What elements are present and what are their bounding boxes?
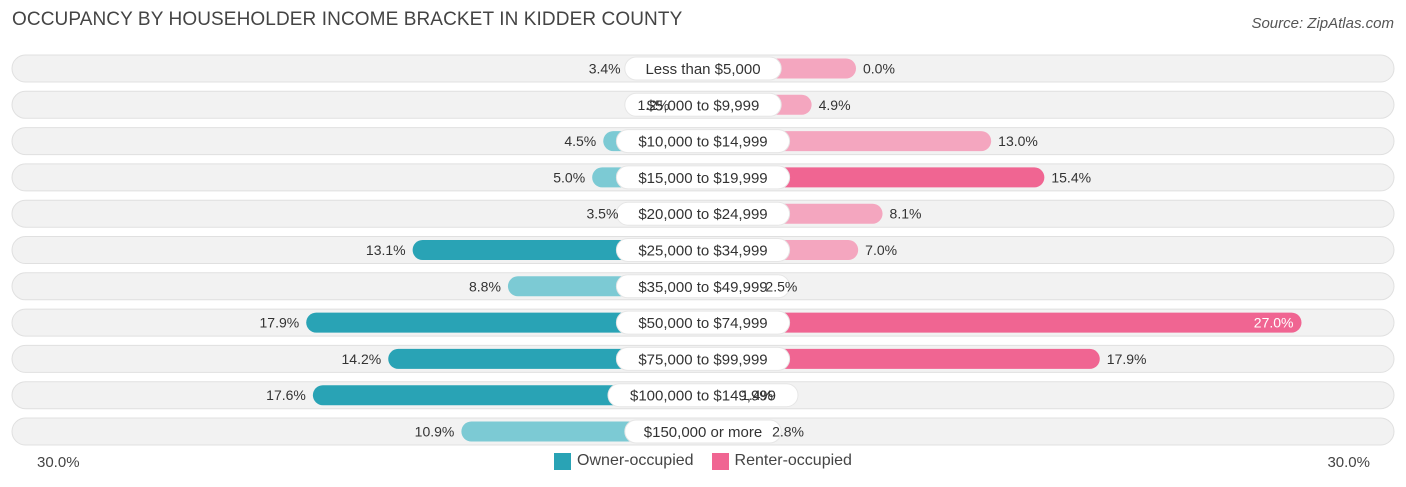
- renter-value-label: 4.9%: [819, 97, 851, 113]
- category-label: $15,000 to $19,999: [638, 170, 767, 187]
- renter-value-label: 17.9%: [1107, 351, 1147, 367]
- axis-max-label: 30.0%: [1327, 454, 1370, 471]
- owner-value-label: 1.2%: [637, 97, 669, 113]
- category-label: $5,000 to $9,999: [647, 97, 760, 114]
- renter-value-label: 7.0%: [865, 242, 897, 258]
- renter-bar: [693, 312, 1302, 333]
- owner-value-label: 14.2%: [342, 351, 382, 367]
- category-label: $50,000 to $74,999: [638, 315, 767, 332]
- chart-area: Less than $5,000 3.4% 0.0% $5,000 to $9,999…: [11, 54, 1395, 446]
- category-label-pill: [615, 165, 791, 190]
- category-label: $150,000 or more: [644, 424, 762, 441]
- category-label: $25,000 to $34,999: [638, 243, 767, 260]
- category-label-pill: [615, 238, 791, 262]
- renter-value-label: 0.0%: [863, 61, 895, 77]
- legend-swatch-renter: [711, 452, 729, 470]
- axis-min-label: 30.0%: [37, 454, 80, 471]
- category-label: $75,000 to $99,999: [638, 351, 767, 368]
- legend-item-owner[interactable]: Owner-occupied: [554, 452, 694, 470]
- owner-value-label: 3.4%: [589, 61, 621, 77]
- chart-title: OCCUPANCY BY HOUSEHOLDER INCOME BRACKET …: [12, 9, 683, 30]
- category-label-pill: [624, 419, 782, 444]
- category-label-pill: [615, 274, 791, 299]
- legend-swatch-owner: [554, 452, 572, 470]
- owner-bar: [306, 312, 713, 333]
- renter-value-label: 1.4%: [741, 387, 773, 403]
- category-label: $35,000 to $49,999: [638, 279, 767, 296]
- renter-bar: [693, 348, 1100, 369]
- legend-label-renter: Renter-occupied: [734, 452, 852, 469]
- legend-label-owner: Owner-occupied: [577, 452, 694, 469]
- owner-value-label: 10.9%: [415, 424, 455, 440]
- category-label: $20,000 to $24,999: [638, 206, 767, 223]
- category-label-pill: [607, 383, 799, 408]
- owner-value-label: 17.6%: [266, 387, 306, 403]
- renter-value-label: 2.8%: [772, 424, 804, 440]
- legend: Owner-occupied Renter-occupied: [0, 452, 1406, 470]
- owner-value-label: 8.8%: [469, 278, 501, 294]
- category-label: Less than $5,000: [645, 61, 760, 78]
- category-label-pill: [624, 92, 782, 117]
- renter-value-label: 8.1%: [890, 206, 922, 222]
- renter-value-label: 13.0%: [998, 133, 1038, 149]
- source-label: Source: ZipAtlas.com: [1251, 15, 1394, 32]
- category-label: $100,000 to $149,999: [630, 388, 776, 405]
- category-label-pill: [615, 310, 791, 335]
- owner-value-label: 13.1%: [366, 242, 406, 258]
- renter-value-label: 15.4%: [1051, 169, 1091, 185]
- owner-value-label: 4.5%: [564, 133, 596, 149]
- legend-item-renter[interactable]: Renter-occupied: [711, 452, 852, 470]
- category-label: $10,000 to $14,999: [638, 134, 767, 151]
- renter-value-label: 27.0%: [1254, 315, 1294, 331]
- owner-value-label: 5.0%: [553, 169, 585, 185]
- owner-value-label: 3.5%: [586, 206, 618, 222]
- renter-value-label: 2.5%: [765, 278, 797, 294]
- category-label-pill: [615, 201, 791, 226]
- category-label-pill: [615, 129, 791, 154]
- category-label-pill: [624, 56, 782, 81]
- category-label-pill: [615, 346, 791, 371]
- owner-value-label: 17.9%: [260, 315, 300, 331]
